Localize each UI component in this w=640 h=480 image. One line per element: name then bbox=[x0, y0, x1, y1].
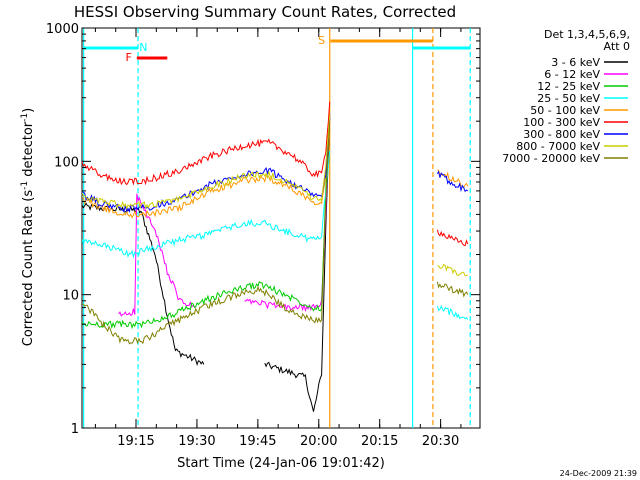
x-tick-label: 20:30 bbox=[422, 434, 459, 449]
series-line bbox=[437, 263, 468, 277]
data-layer bbox=[82, 28, 471, 428]
y-tick-label: 1000 bbox=[46, 22, 79, 37]
y-tick-label: 100 bbox=[54, 155, 79, 170]
legend-label: 50 - 100 keV bbox=[530, 104, 600, 117]
legend-label: 100 - 300 keV bbox=[523, 116, 600, 129]
series-line bbox=[244, 113, 331, 313]
x-tick-label: 19:45 bbox=[239, 434, 276, 449]
series-line bbox=[82, 118, 331, 213]
x-tick-label: 20:00 bbox=[300, 434, 337, 449]
legend-label: 800 - 7000 keV bbox=[516, 140, 600, 153]
chart-title: HESSI Observing Summary Count Rates, Cor… bbox=[74, 3, 456, 21]
legend-label: 3 - 6 keV bbox=[551, 56, 600, 69]
legend-header-line-1: Det 1,3,4,5,6,9, bbox=[544, 28, 630, 41]
y-tick-label: 1 bbox=[71, 422, 79, 437]
series-line bbox=[82, 113, 331, 330]
legend-label: 7000 - 20000 keV bbox=[502, 152, 600, 165]
plot-area: NF S bbox=[81, 27, 481, 429]
legend-label: 25 - 50 keV bbox=[537, 92, 600, 105]
y-axis-label: Corrected Count Rate (s-1 detector-1) bbox=[20, 108, 36, 346]
series-line bbox=[118, 193, 197, 317]
series-line bbox=[82, 110, 331, 219]
legend-header-line-2: Att 0 bbox=[604, 40, 630, 53]
ylabel-mid: detector bbox=[21, 121, 36, 181]
series-line bbox=[436, 229, 469, 247]
plot-frame bbox=[81, 27, 481, 429]
x-tick-label: 19:15 bbox=[117, 434, 154, 449]
series-line bbox=[82, 101, 331, 186]
y-axis: 1 10 100 1000 bbox=[46, 22, 480, 437]
series-line bbox=[82, 115, 331, 210]
flag-label-n: N bbox=[139, 41, 147, 54]
legend-label: 6 - 12 keV bbox=[544, 68, 600, 81]
series-line bbox=[436, 281, 469, 298]
ylabel-main: Corrected Count Rate (s bbox=[21, 190, 36, 347]
x-tick-label: 19:30 bbox=[178, 434, 215, 449]
flag-label-s: S bbox=[318, 34, 325, 47]
series-line bbox=[82, 121, 331, 345]
y-tick-label: 10 bbox=[62, 289, 79, 304]
ylabel-exponent-2: -1 bbox=[20, 113, 30, 122]
ylabel-exponent-1: -1 bbox=[20, 181, 30, 190]
x-axis-label: Start Time (24-Jan-06 19:01:42) bbox=[177, 456, 385, 471]
legend-label: 300 - 800 keV bbox=[523, 128, 600, 141]
series-line bbox=[436, 170, 469, 193]
flag-label-f: F bbox=[126, 51, 132, 64]
series-line bbox=[82, 150, 331, 259]
series-line bbox=[264, 115, 331, 412]
series-line bbox=[436, 305, 469, 320]
ylabel-end: ) bbox=[21, 108, 36, 113]
x-tick-label: 20:15 bbox=[361, 434, 398, 449]
series-line bbox=[82, 202, 205, 366]
legend-label: 12 - 25 keV bbox=[537, 80, 600, 93]
date-stamp: 24-Dec-2009 21:39 bbox=[560, 469, 637, 478]
x-axis: 19:15 19:30 19:45 20:00 20:15 20:30 bbox=[94, 28, 462, 449]
